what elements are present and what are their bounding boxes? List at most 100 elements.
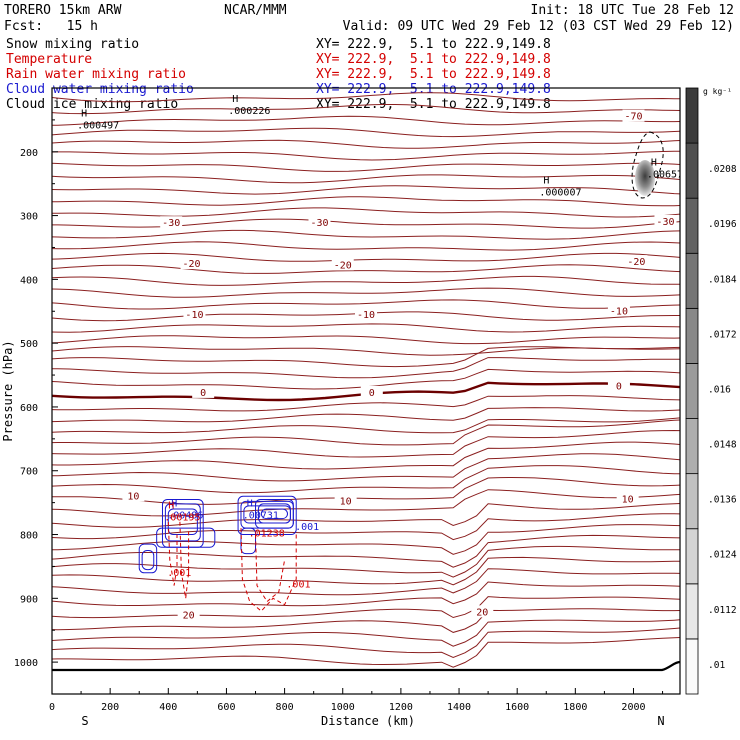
cloud-water-contours [138, 495, 297, 574]
legend-entry-4: Cloud ice mixing ratio [6, 97, 178, 112]
isotherm [52, 395, 680, 412]
x-tick-label: 1400 [447, 702, 471, 713]
isotherm [52, 241, 680, 251]
isotherm [52, 346, 680, 368]
isotherm-label: -20 [334, 260, 352, 271]
extrema-mark: H [651, 157, 657, 168]
isotherm [52, 174, 680, 184]
forecast-hour: Fcst: 15 h [4, 19, 98, 34]
extrema-value: .000226 [228, 106, 270, 117]
isotherm-label: 10 [340, 496, 352, 507]
colorbar-label: .0172 [708, 329, 737, 340]
isotherm-label: 0 [200, 388, 206, 399]
extrema-value: .00657 [647, 169, 683, 180]
terrain-surface [52, 660, 680, 672]
colorbar-label: .01 [708, 660, 725, 671]
colorbar-box [685, 473, 699, 530]
cloud-water-contour [255, 498, 294, 529]
isotherm [52, 453, 680, 482]
isotherm-label-bg [616, 492, 639, 505]
isotherm-label-bg [331, 258, 354, 271]
rain-water-contour [179, 521, 190, 599]
snow-dashed-contour [631, 131, 664, 199]
cloud-water-contour [260, 508, 289, 520]
legend-entry-0: Snow mixing ratio [6, 37, 139, 52]
temperature-isotherms [52, 92, 680, 668]
extrema-value: .00486 [167, 511, 203, 522]
isotherm [52, 465, 680, 494]
extrema-value: .001 [167, 568, 191, 579]
x-tick-label: 1600 [505, 702, 529, 713]
isotherm-label: -30 [656, 217, 674, 228]
colorbar-label: .016 [708, 384, 731, 395]
isotherm [52, 299, 680, 310]
isotherm [52, 252, 680, 262]
model-title: TORERO 15km ARW [4, 3, 122, 18]
isotherm-label: 20 [476, 607, 488, 618]
isotherm-label: -70 [624, 112, 642, 123]
y-tick-label: 400 [20, 275, 38, 286]
isotherm [52, 264, 680, 274]
y-axis: 200 300 400 500 600 700 800 900 1000 [14, 119, 58, 695]
isotherm [52, 335, 680, 345]
colorbar-box [685, 363, 699, 419]
isotherm [52, 92, 680, 103]
right-endpoint-label: N [657, 714, 664, 728]
isotherm-label-bg [360, 385, 383, 398]
extrema-value: .001 [295, 522, 319, 533]
isotherm [52, 287, 680, 298]
isotherm [52, 104, 680, 115]
extrema-value: .00731 [243, 511, 279, 522]
colorbar-box [685, 307, 699, 364]
colorbar-unit: g kg⁻¹ [703, 87, 732, 96]
isotherm-label: -30 [162, 218, 180, 229]
cloud-water-contour [164, 503, 201, 542]
cloud-water-contour [240, 527, 257, 555]
isotherm-label-bg [308, 216, 331, 229]
cloud-water-contour [138, 543, 158, 574]
colorbar-label: .0184 [708, 274, 737, 285]
x-tick-label: 2000 [621, 702, 645, 713]
colorbar-label: .0196 [708, 219, 737, 230]
isotherm [52, 229, 680, 240]
y-tick-label: 300 [20, 212, 38, 223]
y-tick-label: 900 [20, 594, 38, 605]
extrema-mark: H [168, 501, 174, 512]
y-tick-label: 600 [20, 403, 38, 414]
isotherm [52, 476, 680, 505]
isotherm-label: -10 [610, 306, 628, 317]
x-tick-label: 800 [276, 702, 294, 713]
isotherm-label-bg [622, 109, 645, 122]
isotherm-label: 0 [616, 382, 622, 393]
isotherm-label-bg [607, 379, 630, 392]
legend-xy-0: XY= 222.9, 5.1 to 222.9,149.8 [316, 37, 551, 52]
isotherm [52, 162, 680, 172]
extrema-value: .00195 [164, 513, 200, 524]
isotherm-label-bg [122, 489, 145, 502]
snow-shaded-maximum [635, 160, 655, 196]
isotherm-label: -30 [310, 218, 328, 229]
colorbar-box [685, 142, 699, 199]
extrema-value: .01238 [249, 529, 285, 540]
center-title: NCAR/MMM [224, 3, 287, 18]
colorbar-box [685, 418, 699, 475]
isotherm [52, 139, 680, 149]
legend-xy-4: XY= 222.9, 5.1 to 222.9,149.8 [316, 97, 551, 112]
isotherm-label-bg [334, 494, 357, 507]
colorbar-box [685, 252, 699, 309]
x-axis: 0 200 400 600 800 1000 1200 1400 1600 1800 2000 [49, 688, 664, 713]
isotherm-label: -10 [357, 310, 375, 321]
isotherm [52, 619, 680, 647]
x-tick-label: 1000 [331, 702, 355, 713]
x-tick-label: 600 [217, 702, 235, 713]
isotherm [52, 502, 680, 528]
isotherm [52, 568, 680, 596]
legend-entry-1: Temperature [6, 52, 92, 67]
isotherm [52, 185, 680, 195]
extrema-mark: H [232, 94, 238, 105]
isotherm [52, 581, 680, 607]
init-time: Init: 18 UTC Tue 28 Feb 12 [531, 3, 735, 18]
isotherm-label: -10 [185, 310, 203, 321]
x-tick-label: 1200 [389, 702, 413, 713]
isotherm-label-bg [192, 385, 215, 398]
